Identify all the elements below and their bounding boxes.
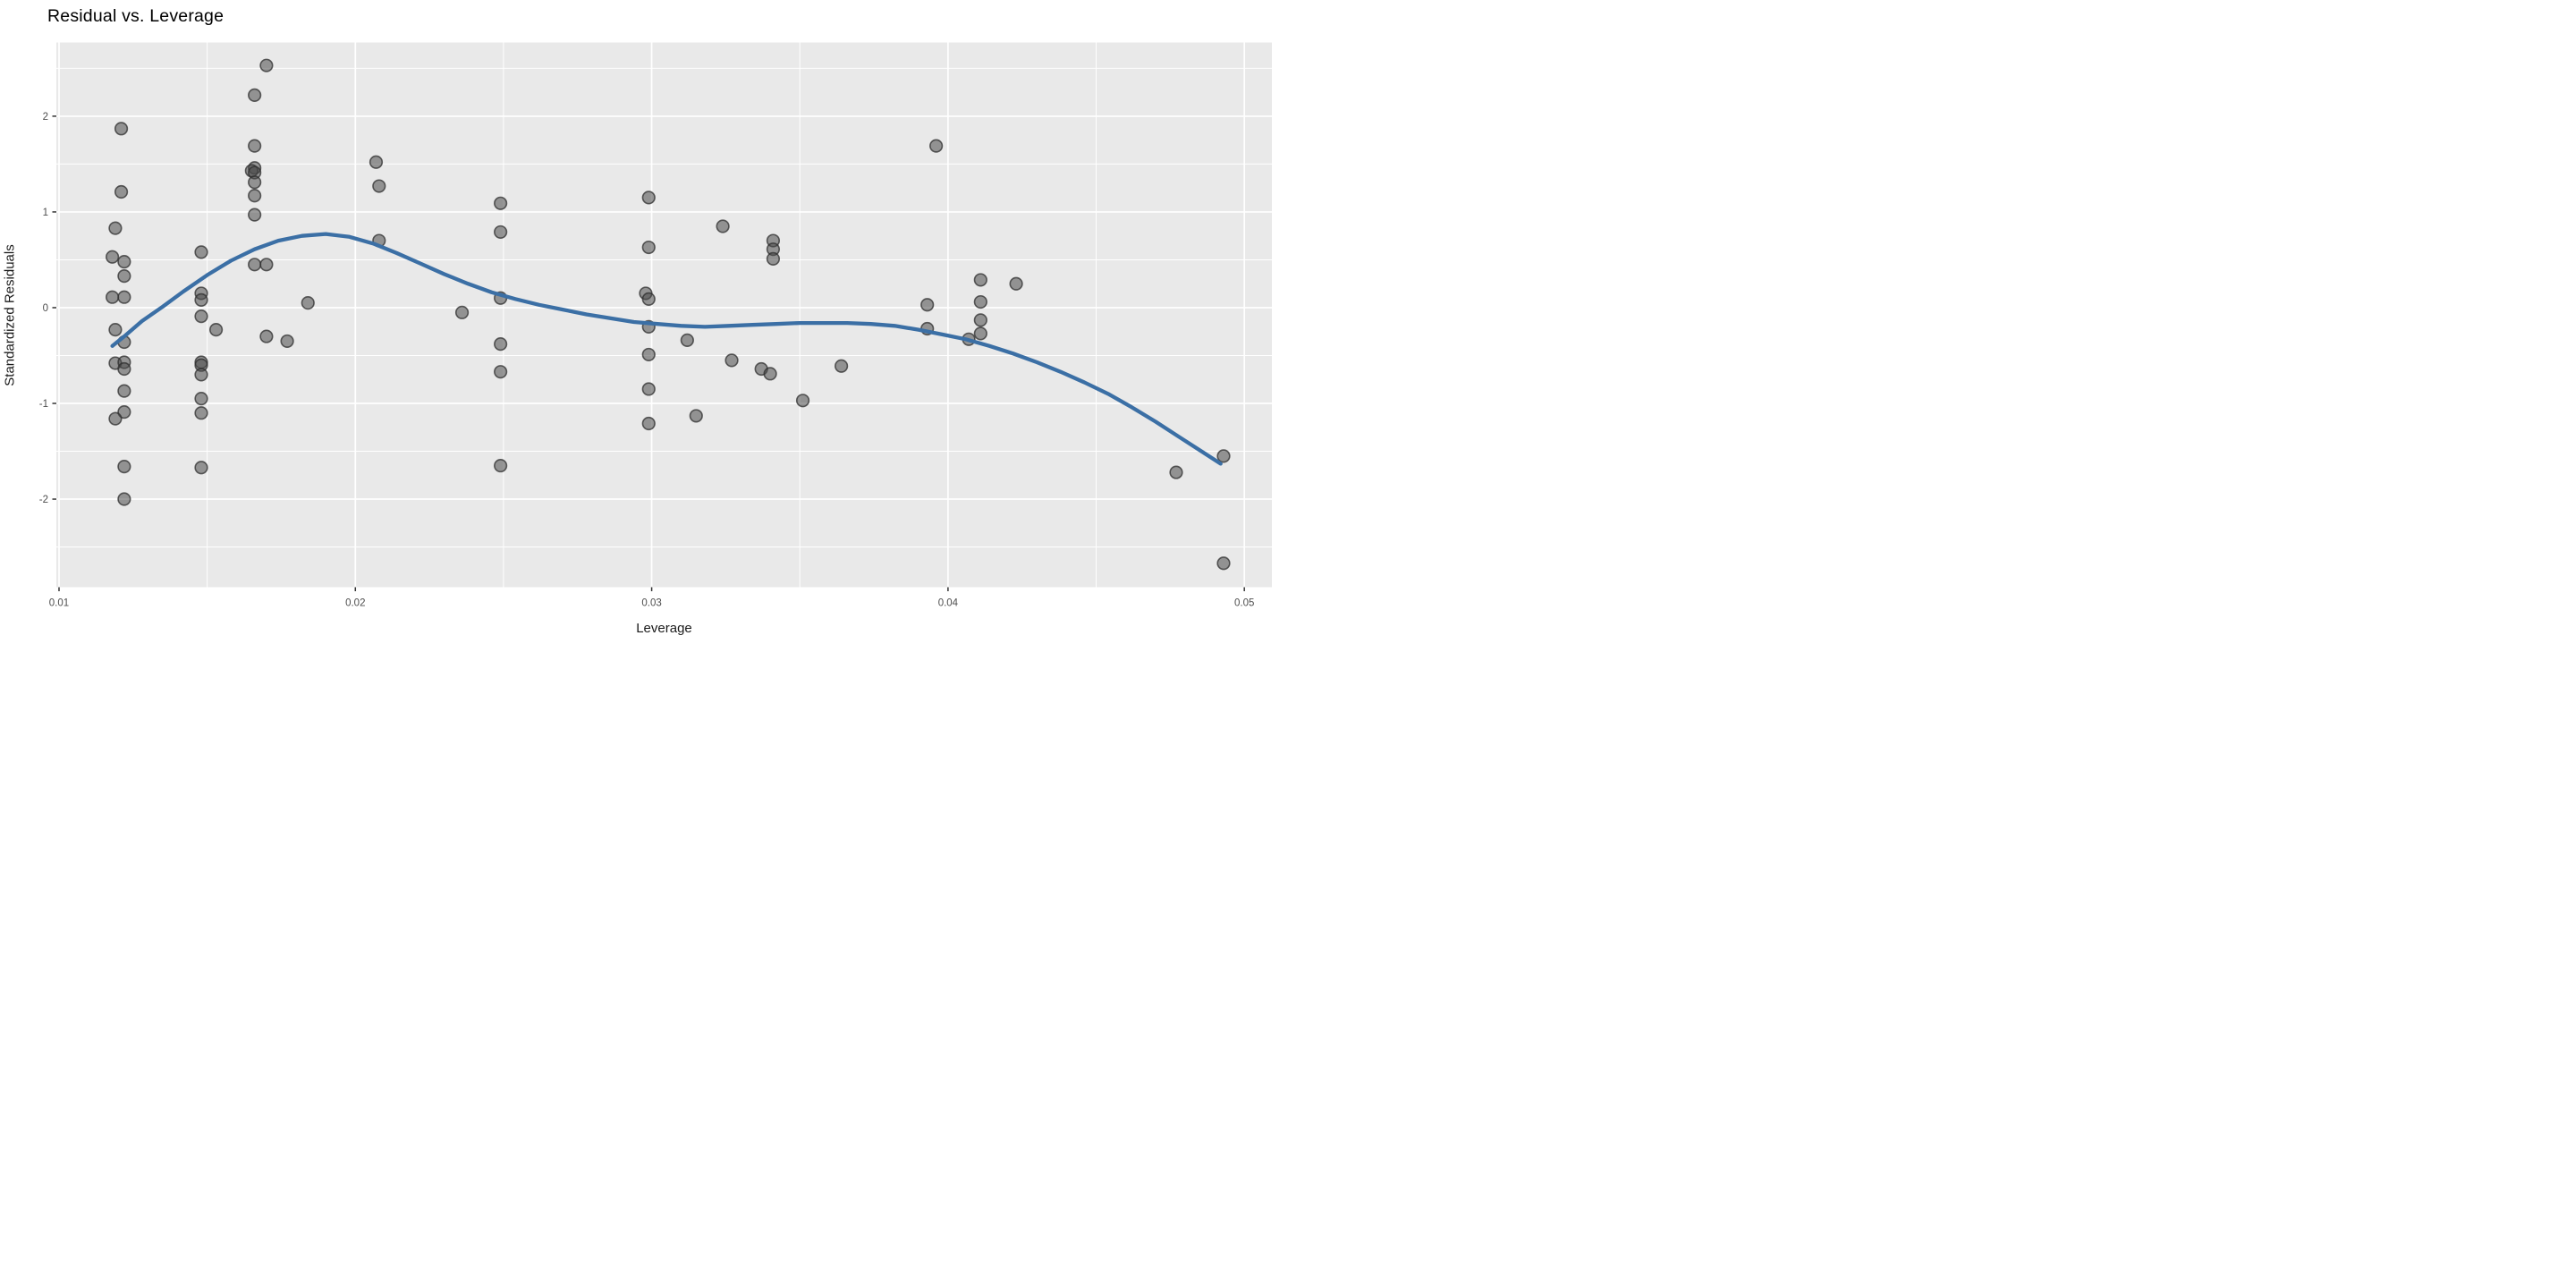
data-point: [248, 139, 262, 153]
data-point: [973, 326, 987, 341]
data-point: [301, 296, 315, 310]
data-point: [454, 305, 470, 319]
data-point: [641, 191, 656, 205]
data-point: [494, 365, 508, 379]
data-point: [641, 416, 656, 431]
plot-canvas: 0.01 0.02 0.03 0.04 0.05 2 1 0 -1 -2: [39, 42, 1272, 609]
data-point: [259, 258, 274, 272]
data-point: [108, 411, 123, 426]
plot-panel: [56, 42, 1272, 588]
data-point: [494, 196, 508, 210]
data-point: [689, 409, 703, 423]
data-point: [1009, 276, 1023, 291]
data-point: [114, 122, 129, 136]
data-point: [766, 251, 781, 266]
residual-leverage-chart: 0.01 0.02 0.03 0.04 0.05 2 1 0 -1 -2 Residual vs.…: [0, 0, 1288, 644]
data-point: [194, 245, 208, 259]
data-point: [194, 309, 208, 324]
x-tick-label: 0.01: [49, 598, 69, 609]
data-point: [641, 382, 656, 396]
data-point: [248, 189, 262, 203]
data-point: [248, 208, 262, 222]
y-tick-label: 2: [43, 112, 48, 123]
data-point: [117, 460, 131, 474]
data-point: [114, 184, 129, 199]
data-point: [494, 337, 508, 352]
data-point: [372, 179, 386, 193]
data-point: [108, 322, 123, 337]
data-point: [117, 405, 131, 419]
data-point: [641, 347, 656, 362]
data-point: [117, 384, 131, 398]
y-tick-label: 0: [43, 303, 48, 314]
data-point: [1169, 465, 1183, 479]
data-point: [494, 225, 508, 240]
data-point: [117, 361, 131, 377]
data-point: [680, 333, 694, 347]
data-point: [973, 273, 987, 287]
data-point: [259, 58, 274, 72]
x-tick-label: 0.05: [1234, 598, 1254, 609]
data-point: [117, 254, 131, 269]
data-point: [259, 329, 274, 343]
data-point: [194, 461, 208, 475]
data-point: [106, 290, 120, 304]
data-point: [369, 155, 384, 169]
data-point: [280, 334, 294, 349]
x-tick-label: 0.02: [345, 598, 365, 609]
data-point: [920, 298, 935, 312]
data-point: [1216, 556, 1231, 571]
data-point: [248, 88, 262, 102]
plot-title: Residual vs. Leverage: [47, 6, 225, 26]
data-point: [106, 250, 120, 264]
data-point: [835, 359, 849, 373]
data-point: [194, 368, 208, 382]
data-point: [248, 258, 262, 272]
data-point: [194, 392, 208, 406]
data-point: [641, 240, 656, 255]
data-point: [494, 458, 508, 473]
x-axis-title: Leverage: [636, 621, 692, 636]
data-point: [795, 394, 810, 408]
data-point: [1216, 449, 1231, 463]
data-point: [108, 221, 123, 235]
data-point: [641, 292, 656, 306]
data-point: [208, 322, 224, 337]
data-point: [194, 292, 208, 308]
data-point: [929, 139, 944, 153]
x-tick-label: 0.03: [641, 598, 661, 609]
data-point: [763, 367, 777, 381]
data-point: [194, 406, 208, 420]
y-tick-label: 1: [43, 208, 48, 218]
data-point: [716, 219, 730, 233]
data-point: [973, 313, 987, 327]
y-tick-label: -2: [39, 495, 48, 505]
y-tick-label: -1: [39, 399, 48, 410]
smooth-line: [110, 232, 1223, 466]
y-axis-title: Standardized Residuals: [2, 244, 18, 386]
data-point: [973, 294, 987, 309]
data-point: [724, 353, 739, 368]
data-point: [248, 175, 262, 190]
data-point: [117, 492, 131, 506]
data-point: [117, 269, 131, 284]
data-point: [117, 290, 131, 304]
x-tick-label: 0.04: [938, 598, 959, 609]
